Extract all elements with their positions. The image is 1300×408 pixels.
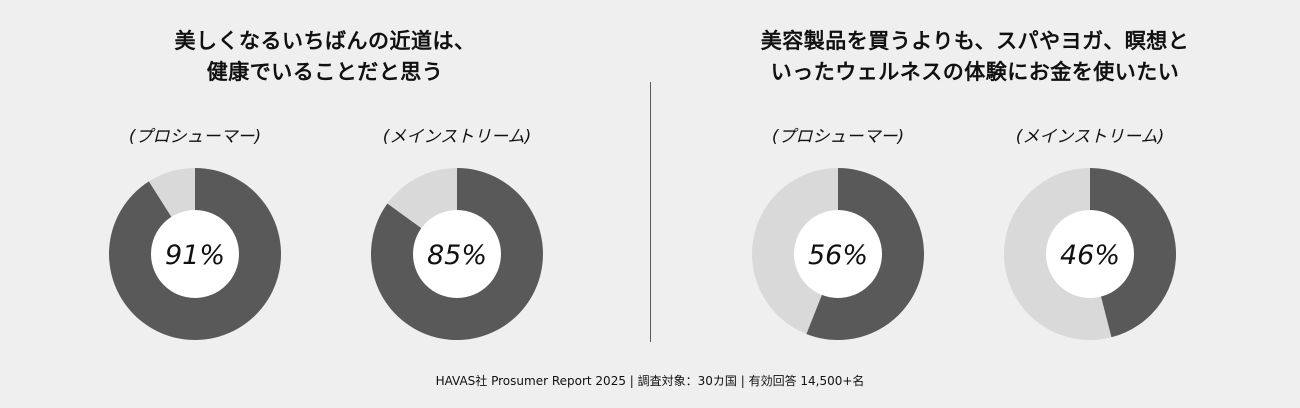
donut-value-label: 91% — [165, 240, 225, 271]
donut-hole — [1046, 210, 1134, 298]
left-panel-title: 美しくなるいちばんの近道は、 健康でいることだと思う — [0, 26, 650, 88]
left-title-line2: 健康でいることだと思う — [206, 60, 444, 84]
donut-hole — [794, 210, 882, 298]
donut-right-prosumer: (プロシューマー) 56% — [743, 118, 933, 348]
right-title-line1: 美容製品を買うよりも、スパやヨガ、瞑想と — [760, 29, 1190, 53]
source-footer: HAVAS社 Prosumer Report 2025 | 調査対象：30カ国 … — [435, 374, 865, 388]
donut-chart: 46% — [1004, 168, 1177, 340]
donut-label: (プロシューマー) — [771, 127, 905, 147]
donut-chart: 85% — [370, 168, 543, 340]
donut-label: (プロシューマー) — [128, 127, 262, 147]
donut-label: (メインストリーム) — [382, 127, 532, 147]
right-panel: 美容製品を買うよりも、スパやヨガ、瞑想と いったウェルネスの体験にお金を使いたい… — [650, 0, 1300, 360]
donut-right-mainstream: (メインストリーム) 46% — [995, 118, 1185, 348]
donut-value-label: 56% — [808, 240, 868, 271]
donut-left-prosumer: (プロシューマー) 91% — [100, 118, 290, 348]
donut-value-label: 46% — [1060, 240, 1120, 271]
donut-chart: 91% — [109, 168, 282, 340]
right-title-line2: いったウェルネスの体験にお金を使いたい — [770, 60, 1180, 84]
donut-value-label: 85% — [427, 240, 487, 271]
left-title-line1: 美しくなるいちばんの近道は、 — [174, 29, 476, 53]
donut-label: (メインストリーム) — [1015, 127, 1165, 147]
panel-divider — [650, 82, 651, 342]
donut-chart: 56% — [752, 168, 925, 340]
right-panel-title: 美容製品を買うよりも、スパやヨガ、瞑想と いったウェルネスの体験にお金を使いたい — [650, 26, 1300, 88]
left-panel: 美しくなるいちばんの近道は、 健康でいることだと思う (プロシューマー) 91%… — [0, 0, 650, 360]
donut-left-mainstream: (メインストリーム) 85% — [362, 118, 552, 348]
donut-hole — [151, 210, 239, 298]
donut-hole — [413, 210, 501, 298]
